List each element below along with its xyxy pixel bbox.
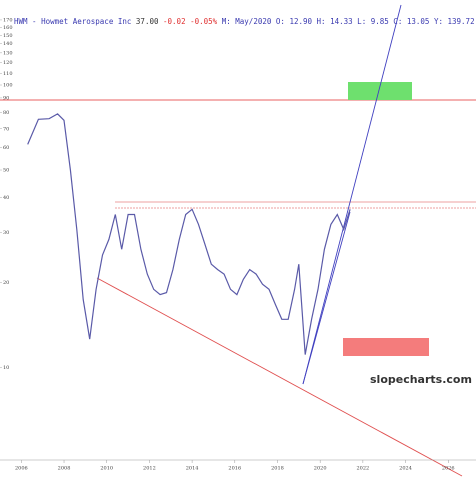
x-tick-label: 2018 [271,466,284,472]
stop-box [343,338,429,356]
y-tick-label: 170 [3,17,13,23]
header-last: 37.00 [136,17,159,26]
y-tick-label: 100 [3,83,13,89]
y-tick-label: 110 [3,71,13,77]
x-tick-label: 2014 [186,466,199,472]
x-tick-label: 2010 [100,466,113,472]
y-tick-label: 130 [3,50,13,56]
header-ticker: HWM - Howmet Aerospace Inc [14,17,131,26]
y-tick-label: 150 [3,33,13,39]
y-tick-label: 120 [3,60,13,66]
trend-line [302,211,351,385]
y-tick-label: 140 [3,41,13,47]
y-tick-label: 50 [3,168,9,174]
y-tick-label: 30 [3,230,9,236]
watermark: slopecharts.com [370,373,472,386]
x-tick-label: 2016 [228,466,241,472]
header-change: -0.02 -0.05% [163,17,218,26]
y-tick-label: 20 [3,280,9,286]
x-tick-label: 2012 [143,466,156,472]
trend-line [96,277,463,477]
y-tick-label: 90 [3,95,9,101]
x-tick-label: 2008 [58,466,71,472]
y-tick-label: 70 [3,126,9,132]
header: HWM - Howmet Aerospace Inc 37.00 -0.02 -… [14,17,475,26]
x-tick-label: 2022 [357,466,370,472]
header-ohlc: M: May/2020 O: 12.90 H: 14.33 L: 9.85 C:… [222,17,475,26]
y-tick-label: 40 [3,195,9,201]
target-box [348,82,412,100]
y-tick-label: 10 [3,365,9,371]
x-tick-label: 2020 [314,466,327,472]
x-tick-label: 2026 [442,466,455,472]
y-tick-label: 80 [3,110,9,116]
price-line [27,113,351,355]
trend-line [302,4,402,385]
x-tick-label: 2006 [15,466,28,472]
x-tick-label: 2024 [399,466,412,472]
y-tick-label: 160 [3,25,13,31]
y-tick-label: 60 [3,145,9,151]
